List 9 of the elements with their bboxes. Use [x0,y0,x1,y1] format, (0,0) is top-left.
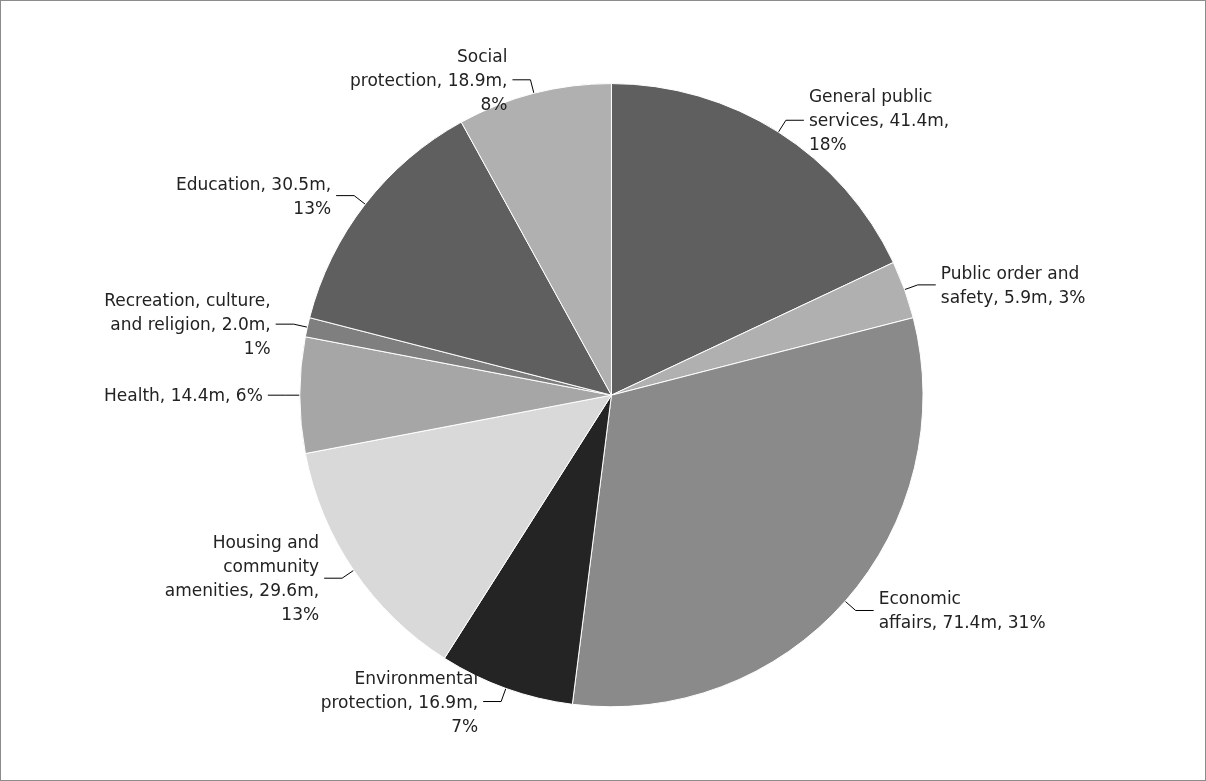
slice-label: Social protection, 18.9m, 8% [349,45,508,114]
slice-label: Recreation, culture, and religion, 2.0m, 1% [104,290,271,359]
slice-label: Economic affairs, 71.4m, 31% [878,588,1046,633]
slice-label: Education, 30.5m, 13% [175,173,332,218]
slice-label: Environmental protection, 16.9m, 7% [320,667,479,736]
slice-label: General public services, 41.4m, 18% [808,86,950,155]
slice-label: Public order and safety, 5.9m, 3% [940,262,1086,307]
slice-label: Health, 14.4m, 6% [104,385,263,406]
slice-label: Housing and community amenities, 29.6m, 13% [164,532,320,625]
